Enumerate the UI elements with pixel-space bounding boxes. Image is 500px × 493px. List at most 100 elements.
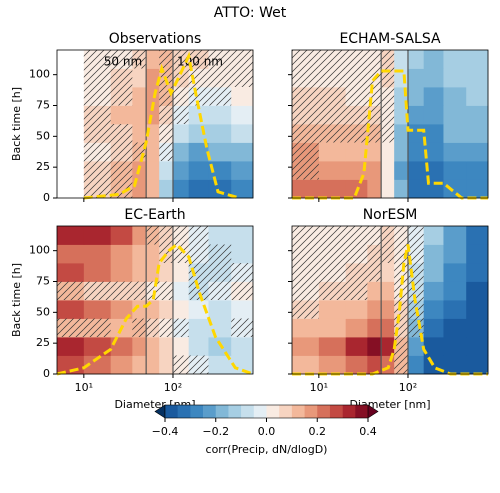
significance-hatch — [318, 87, 346, 106]
heatmap-cell — [208, 179, 232, 199]
significance-hatch — [231, 50, 253, 69]
significance-hatch — [318, 226, 346, 245]
colorbar-bin — [342, 405, 356, 418]
significance-hatch — [292, 87, 319, 106]
heatmap-cell — [318, 337, 347, 356]
heatmap-cell — [381, 337, 395, 356]
heatmap-cell — [443, 300, 467, 319]
heatmap-cell — [466, 161, 489, 180]
significance-hatch — [345, 87, 368, 106]
heatmap-cell — [146, 142, 160, 162]
heatmap-cell — [132, 355, 147, 375]
heatmap-cell — [466, 300, 489, 319]
y-tick-label: 0 — [43, 191, 50, 204]
significance-hatch — [231, 281, 253, 300]
heatmap-cell — [407, 179, 425, 199]
significance-hatch — [318, 50, 346, 69]
heatmap-cell — [466, 179, 489, 199]
heatmap-cell — [443, 87, 467, 106]
significance-hatch — [57, 281, 84, 300]
significance-hatch — [172, 244, 189, 263]
significance-hatch — [172, 105, 189, 124]
heatmap-cell — [443, 281, 467, 301]
significance-hatch — [83, 50, 111, 69]
heatmap-cell — [407, 355, 425, 375]
size-distribution-line — [83, 51, 240, 200]
heatmap-cell — [423, 281, 444, 301]
heatmap-cell — [146, 244, 160, 264]
heatmap-cell — [231, 142, 254, 162]
heatmap-cell — [132, 263, 147, 282]
colorbar-bin — [355, 405, 369, 418]
significance-hatch — [188, 87, 209, 106]
heatmap-cell — [292, 337, 320, 356]
heatmap-cell — [188, 161, 209, 180]
significance-hatch — [110, 87, 133, 106]
heatmap-cell — [443, 105, 467, 125]
heatmap-cell — [423, 300, 444, 319]
heatmap-cell — [159, 337, 174, 356]
heatmap-cell — [466, 281, 489, 301]
significance-hatch — [146, 318, 160, 337]
heatmap-cell — [292, 318, 320, 338]
heatmap-cell — [407, 161, 425, 180]
heatmap-cell — [381, 161, 395, 180]
heatmap-cell — [146, 355, 160, 375]
y-tick-label: 100 — [29, 244, 50, 257]
significance-hatch — [110, 161, 133, 180]
heatmap-cell — [466, 355, 489, 375]
significance-hatch — [292, 300, 319, 319]
axes-frame — [291, 49, 489, 199]
heatmap-cell — [423, 142, 444, 162]
significance-hatch — [188, 281, 209, 300]
heatmap-cell — [57, 226, 85, 245]
significance-hatch — [381, 50, 395, 69]
significance-hatch — [172, 355, 189, 374]
panel-title: NorESM — [363, 207, 418, 223]
colorbar-bin — [329, 405, 343, 418]
heatmap-cell — [318, 318, 347, 338]
significance-hatch — [172, 50, 189, 69]
heatmap-cell — [381, 300, 395, 319]
heatmap-cell — [172, 142, 190, 162]
heatmap-cell — [110, 300, 133, 319]
y-tick-label: 25 — [36, 160, 50, 173]
heatmap-cell — [423, 87, 444, 106]
heatmap-cell — [367, 318, 382, 338]
significance-hatch — [381, 226, 395, 245]
heatmap-cell — [132, 105, 147, 125]
heatmap-cell — [159, 355, 174, 375]
x-tick-label: 10² — [164, 381, 182, 394]
significance-hatch — [381, 68, 395, 87]
axes-frame — [291, 225, 489, 375]
heatmap-cell — [231, 244, 254, 264]
heatmap-cell — [208, 105, 232, 125]
heatmap-cell — [83, 337, 112, 356]
heatmap-cell — [318, 179, 347, 199]
significance-hatch — [57, 318, 84, 337]
heatmap-cell — [423, 68, 444, 88]
heatmap-cell — [394, 124, 409, 143]
colorbar-tick-label: −0.4 — [152, 425, 179, 438]
colorbar-bin — [279, 405, 293, 418]
significance-hatch — [208, 87, 232, 106]
heatmap-cell — [83, 244, 112, 264]
heatmap-cell — [172, 300, 190, 319]
y-tick-label: 0 — [43, 367, 50, 380]
heatmap-cell — [188, 142, 209, 162]
heatmap-cell — [407, 337, 425, 356]
significance-hatch — [83, 179, 111, 198]
significance-hatch — [83, 318, 111, 337]
heatmap-cell — [146, 50, 160, 69]
colorbar-bin — [317, 405, 331, 418]
significance-hatch — [83, 281, 111, 300]
significance-hatch — [83, 161, 111, 180]
colorbar-bin — [215, 405, 229, 418]
significance-hatch — [231, 263, 253, 282]
heatmap-cell — [159, 263, 174, 282]
heatmap-cell — [423, 124, 444, 143]
heatmap-cell — [381, 142, 395, 162]
heatmap-cell — [318, 300, 347, 319]
heatmap-cell — [172, 179, 190, 199]
heatmap-cell — [172, 281, 190, 301]
